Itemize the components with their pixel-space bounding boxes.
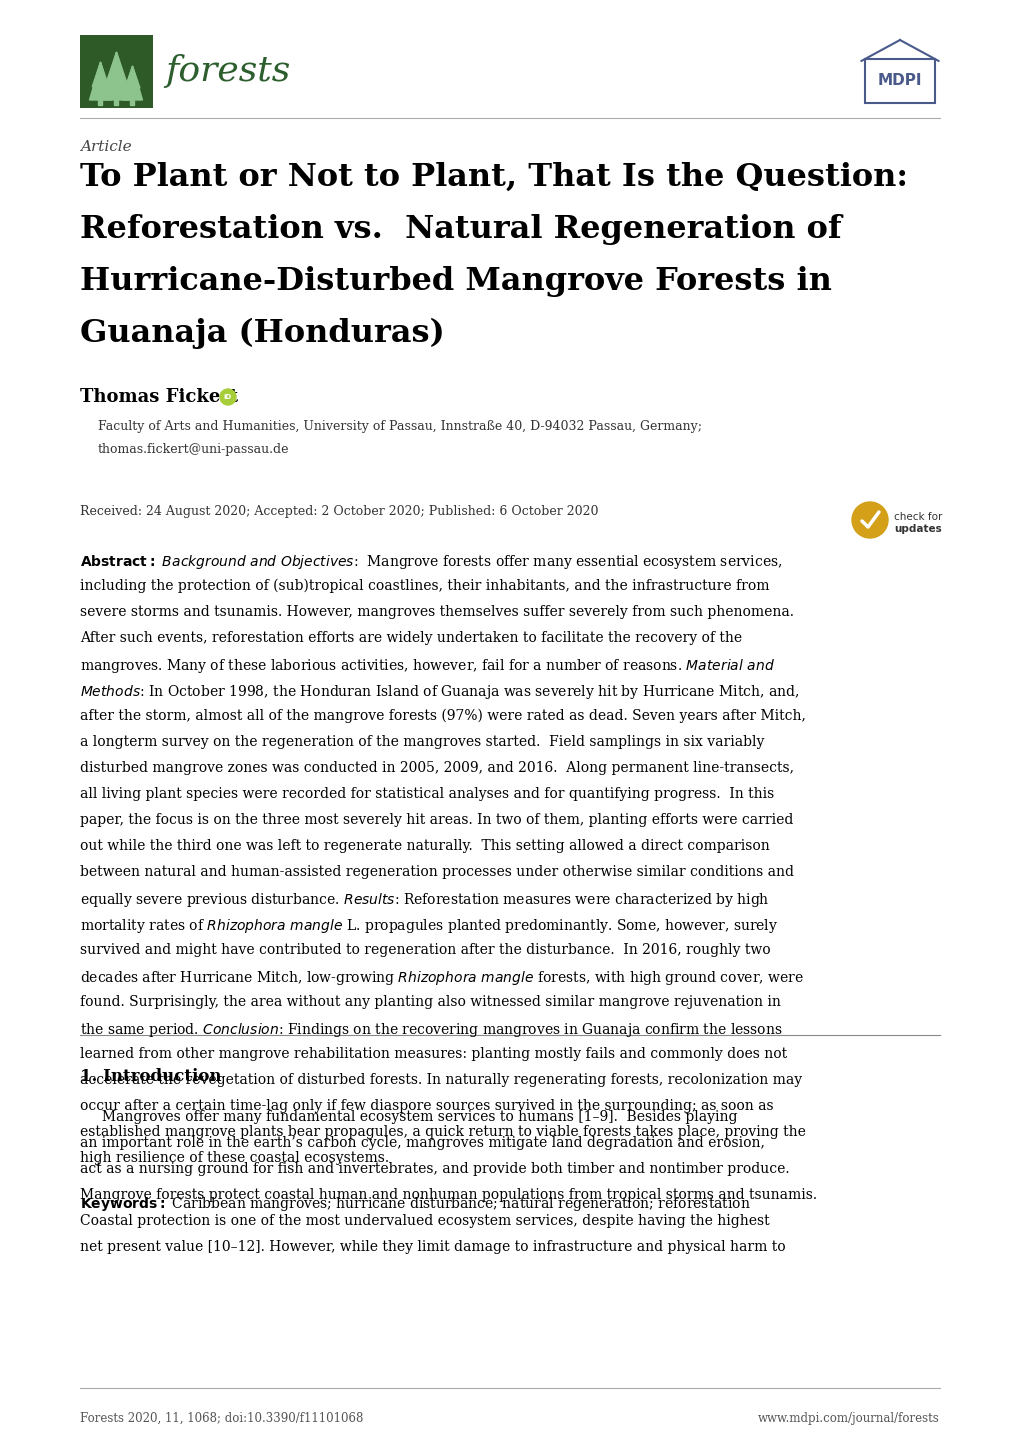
Polygon shape (125, 66, 140, 88)
Text: survived and might have contributed to regeneration after the disturbance.  In 2: survived and might have contributed to r… (79, 943, 770, 957)
Text: www.mdpi.com/journal/forests: www.mdpi.com/journal/forests (757, 1412, 940, 1425)
Text: Reforestation vs.  Natural Regeneration of: Reforestation vs. Natural Regeneration o… (79, 213, 841, 245)
Text: a longterm survey on the regeneration of the mangroves started.  Field samplings: a longterm survey on the regeneration of… (79, 735, 763, 748)
Polygon shape (90, 62, 111, 99)
Text: disturbed mangrove zones was conducted in 2005, 2009, and 2016.  Along permanent: disturbed mangrove zones was conducted i… (79, 761, 793, 774)
Text: decades after Hurricane Mitch, low-growing $\mathit{Rhizophora\ mangle}$ forests: decades after Hurricane Mitch, low-growi… (79, 969, 803, 986)
Text: act as a nursing ground for fish and invertebrates, and provide both timber and : act as a nursing ground for fish and inv… (79, 1162, 789, 1177)
Polygon shape (102, 52, 130, 99)
Text: thomas.fickert@uni-passau.de: thomas.fickert@uni-passau.de (98, 443, 289, 456)
Text: Thomas Fickert: Thomas Fickert (79, 388, 237, 407)
Text: high resilience of these coastal ecosystems.: high resilience of these coastal ecosyst… (79, 1151, 388, 1165)
Text: accelerate the revegetation of disturbed forests. In naturally regenerating fore: accelerate the revegetation of disturbed… (79, 1073, 801, 1087)
Text: occur after a certain time-lag only if few diaspore sources survived in the surr: occur after a certain time-lag only if f… (79, 1099, 772, 1113)
Polygon shape (99, 99, 102, 105)
Text: Article: Article (79, 140, 131, 154)
Text: Received: 24 August 2020; Accepted: 2 October 2020; Published: 6 October 2020: Received: 24 August 2020; Accepted: 2 Oc… (79, 505, 598, 518)
Text: Mangrove forests protect coastal human and nonhuman populations from tropical st: Mangrove forests protect coastal human a… (79, 1188, 816, 1203)
Text: established mangrove plants bear propagules, a quick return to viable forests ta: established mangrove plants bear propagu… (79, 1125, 805, 1139)
Text: after the storm, almost all of the mangrove forests (97%) were rated as dead. Se: after the storm, almost all of the mangr… (79, 709, 805, 724)
Text: including the protection of (sub)tropical coastlines, their inhabitants, and the: including the protection of (sub)tropica… (79, 580, 768, 594)
Text: Coastal protection is one of the most undervalued ecosystem services, despite ha: Coastal protection is one of the most un… (79, 1214, 769, 1229)
Polygon shape (122, 66, 143, 99)
Text: severe storms and tsunamis. However, mangroves themselves suffer severely from s: severe storms and tsunamis. However, man… (79, 606, 793, 619)
Polygon shape (130, 99, 135, 105)
Text: iD: iD (223, 394, 232, 399)
Circle shape (851, 502, 888, 538)
Text: 1. Introduction: 1. Introduction (79, 1069, 221, 1084)
Text: net present value [10–12]. However, while they limit damage to infrastructure an: net present value [10–12]. However, whil… (79, 1240, 785, 1255)
Text: MDPI: MDPI (877, 74, 921, 88)
Text: equally severe previous disturbance. $\mathit{Results}$: Reforestation measures : equally severe previous disturbance. $\m… (79, 891, 768, 908)
FancyBboxPatch shape (79, 35, 153, 108)
Text: paper, the focus is on the three most severely hit areas. In two of them, planti: paper, the focus is on the three most se… (79, 813, 793, 828)
Text: updates: updates (893, 523, 941, 534)
Text: check for: check for (893, 512, 942, 522)
Text: Guanaja (Honduras): Guanaja (Honduras) (79, 319, 444, 349)
Text: After such events, reforestation efforts are widely undertaken to facilitate the: After such events, reforestation efforts… (79, 632, 742, 645)
Text: learned from other mangrove rehabilitation measures: planting mostly fails and c: learned from other mangrove rehabilitati… (79, 1047, 787, 1061)
Polygon shape (92, 62, 109, 87)
Text: Hurricane-Disturbed Mangrove Forests in: Hurricane-Disturbed Mangrove Forests in (79, 265, 832, 297)
Text: Mangroves offer many fundamental ecosystem services to humans [1–9].  Besides pl: Mangroves offer many fundamental ecosyst… (79, 1110, 737, 1123)
Text: between natural and human-assisted regeneration processes under otherwise simila: between natural and human-assisted regen… (79, 865, 793, 880)
Polygon shape (114, 99, 118, 105)
Text: To Plant or Not to Plant, That Is the Question:: To Plant or Not to Plant, That Is the Qu… (79, 162, 907, 193)
Text: forests: forests (165, 55, 290, 88)
Text: mortality rates of $\mathit{Rhizophora\ mangle}$ L. propagules planted predomina: mortality rates of $\mathit{Rhizophora\ … (79, 917, 777, 934)
Text: mangroves. Many of these laborious activities, however, fail for a number of rea: mangroves. Many of these laborious activ… (79, 658, 774, 675)
Text: $\mathbf{Abstract:}$ $\mathit{Background\ and\ Objectives}$:  Mangrove forests o: $\mathbf{Abstract:}$ $\mathit{Background… (79, 552, 782, 571)
Text: all living plant species were recorded for statistical analyses and for quantify: all living plant species were recorded f… (79, 787, 773, 800)
Text: $\mathbf{Keywords:}$ Caribbean mangroves; hurricane disturbance; natural regener: $\mathbf{Keywords:}$ Caribbean mangroves… (79, 1195, 750, 1213)
FancyBboxPatch shape (864, 59, 934, 102)
Circle shape (220, 389, 235, 405)
Text: the same period. $\mathit{Conclusion}$: Findings on the recovering mangroves in : the same period. $\mathit{Conclusion}$: … (79, 1021, 782, 1040)
Text: Faculty of Arts and Humanities, University of Passau, Innstraße 40, D-94032 Pass: Faculty of Arts and Humanities, Universi… (98, 420, 701, 433)
Text: $\mathit{Methods}$: In October 1998, the Honduran Island of Guanaja was severely: $\mathit{Methods}$: In October 1998, the… (79, 684, 799, 701)
Text: Forests 2020, 11, 1068; doi:10.3390/f11101068: Forests 2020, 11, 1068; doi:10.3390/f111… (79, 1412, 363, 1425)
Text: out while the third one was left to regenerate naturally.  This setting allowed : out while the third one was left to rege… (79, 839, 769, 854)
Text: found. Surprisingly, the area without any planting also witnessed similar mangro: found. Surprisingly, the area without an… (79, 995, 781, 1009)
Text: an important role in the earth’s carbon cycle, mangroves mitigate land degradati: an important role in the earth’s carbon … (79, 1136, 764, 1151)
Polygon shape (106, 52, 127, 84)
